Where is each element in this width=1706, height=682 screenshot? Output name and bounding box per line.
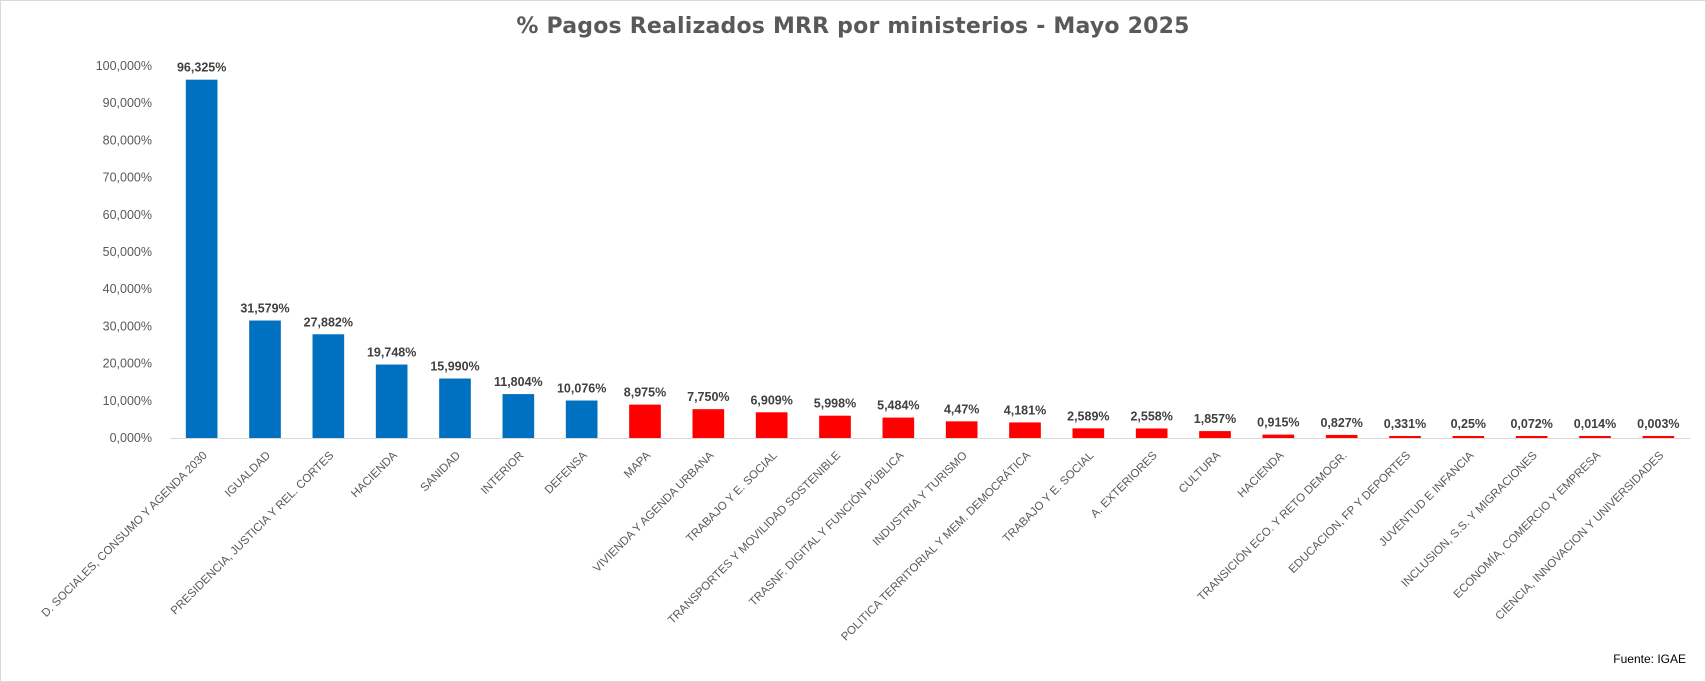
category-labels: D. SOCIALES, CONSUMO Y AGENDA 2030 IGUALD… bbox=[40, 449, 1667, 644]
bar bbox=[629, 404, 661, 438]
data-label: 10,076% bbox=[557, 382, 606, 396]
bar bbox=[565, 400, 598, 438]
data-label: 0,014% bbox=[1574, 417, 1616, 431]
data-label: 1,857% bbox=[1194, 412, 1236, 426]
category-label: HACIENDA bbox=[349, 449, 400, 500]
y-tick-label: 60,000% bbox=[103, 208, 152, 222]
y-tick-label: 10,000% bbox=[103, 394, 152, 408]
category-label: INCLUSION, S.S. Y MIGRACIONES bbox=[1400, 449, 1540, 589]
data-label: 5,484% bbox=[877, 399, 919, 413]
category-label: MAPA bbox=[622, 449, 653, 480]
data-label: 27,882% bbox=[304, 315, 353, 329]
category-label: A. EXTERIORES bbox=[1089, 449, 1160, 520]
data-label: 31,579% bbox=[240, 302, 289, 316]
category-label: VIVIENDA Y AGENDA URBANA bbox=[591, 449, 716, 574]
bar bbox=[945, 421, 978, 438]
data-label: 15,990% bbox=[430, 360, 479, 374]
bar bbox=[819, 415, 851, 438]
data-label: 4,181% bbox=[1004, 403, 1046, 417]
category-label: DEFENSA bbox=[543, 449, 590, 496]
bar bbox=[1199, 431, 1231, 438]
bar bbox=[1452, 436, 1485, 438]
data-label: 4,47% bbox=[944, 402, 979, 416]
y-tick-label: 90,000% bbox=[103, 96, 152, 110]
data-label: 6,909% bbox=[750, 393, 792, 407]
data-label: 5,998% bbox=[814, 397, 856, 411]
source-note: Fuente: IGAE bbox=[1613, 652, 1686, 666]
bar bbox=[439, 378, 471, 438]
category-label: CULTURA bbox=[1177, 449, 1224, 496]
data-label: 96,325% bbox=[177, 61, 226, 75]
bar bbox=[1579, 436, 1611, 438]
bar bbox=[1389, 436, 1421, 438]
y-tick-label: 50,000% bbox=[103, 245, 152, 259]
y-tick-label: 40,000% bbox=[103, 282, 152, 296]
bar bbox=[1135, 428, 1168, 438]
data-labels: 96,325% 31,579% 27,882% 19,748% 15,990% 11,80… bbox=[177, 61, 1680, 431]
y-axis-ticks: 0,000% 10,000% 20,000% 30,000% 40,000% 50,000… bbox=[96, 59, 152, 445]
y-tick-label: 0,000% bbox=[110, 431, 152, 445]
bar bbox=[185, 79, 218, 439]
bar bbox=[882, 417, 915, 438]
bar bbox=[1072, 428, 1105, 438]
bar bbox=[312, 334, 345, 438]
bar bbox=[375, 364, 408, 438]
chart-title: % Pagos Realizados MRR por ministerios -… bbox=[516, 14, 1190, 39]
data-label: 0,915% bbox=[1257, 416, 1299, 430]
bar bbox=[1642, 436, 1675, 438]
bar bbox=[1262, 434, 1295, 438]
data-label: 19,748% bbox=[367, 346, 416, 360]
bar bbox=[1009, 422, 1041, 438]
y-tick-label: 30,000% bbox=[103, 319, 152, 333]
data-label: 7,750% bbox=[687, 390, 729, 404]
category-label: ECONOMÍA, COMERCIO Y EMPRESA bbox=[1451, 449, 1603, 601]
data-label: 0,072% bbox=[1510, 417, 1552, 431]
data-label: 0,25% bbox=[1451, 417, 1486, 431]
bar bbox=[1325, 434, 1358, 438]
data-label: 2,558% bbox=[1130, 409, 1172, 423]
bar bbox=[249, 320, 281, 438]
bar bbox=[1515, 436, 1548, 438]
y-tick-label: 80,000% bbox=[103, 133, 152, 147]
data-label: 0,827% bbox=[1320, 416, 1362, 430]
data-label: 2,589% bbox=[1067, 409, 1109, 423]
y-tick-label: 70,000% bbox=[103, 171, 152, 185]
bars bbox=[185, 79, 1675, 439]
y-tick-label: 20,000% bbox=[103, 357, 152, 371]
category-label: HACIENDA bbox=[1236, 449, 1287, 500]
data-label: 11,804% bbox=[494, 375, 543, 389]
bar bbox=[692, 409, 725, 438]
category-label: IGUALDAD bbox=[223, 450, 273, 500]
category-label: INTERIOR bbox=[479, 450, 526, 497]
data-label: 0,331% bbox=[1384, 417, 1426, 431]
bar bbox=[755, 412, 788, 438]
data-label: 0,003% bbox=[1637, 417, 1679, 431]
category-label: EDUCACION, FP Y DEPORTES bbox=[1287, 449, 1414, 576]
data-label: 8,975% bbox=[624, 386, 666, 400]
category-label: SANIDAD bbox=[418, 450, 463, 495]
y-tick-label: 100,000% bbox=[96, 59, 152, 73]
bar bbox=[502, 394, 535, 438]
